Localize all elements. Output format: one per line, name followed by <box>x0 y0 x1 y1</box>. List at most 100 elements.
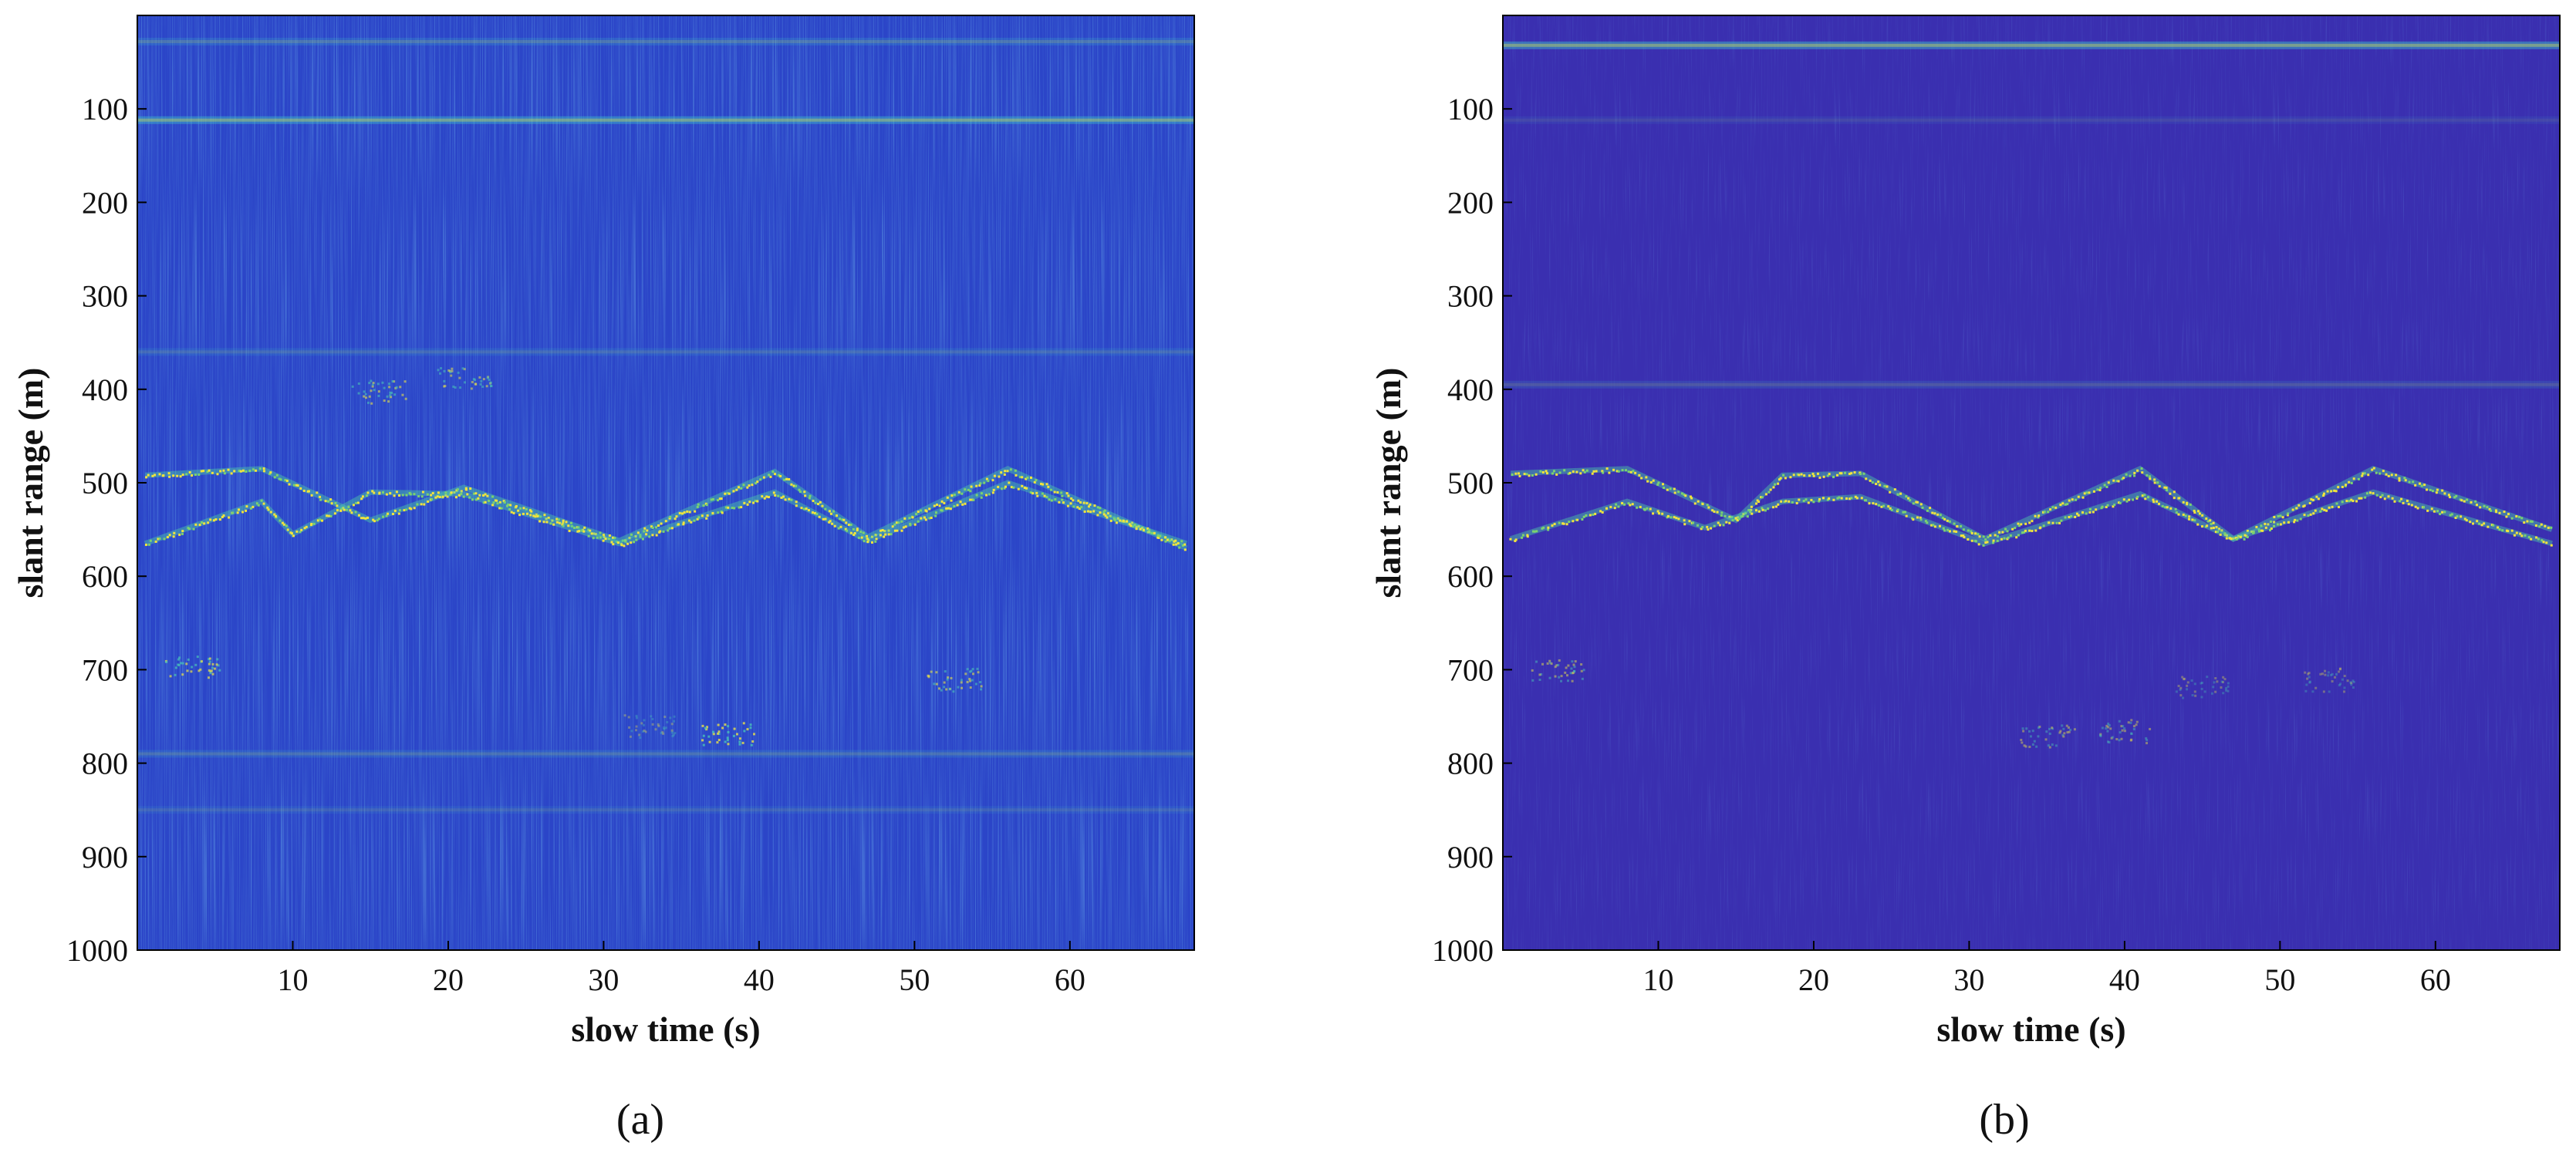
blob-speckle <box>635 714 638 717</box>
track-speckle <box>2455 494 2458 497</box>
blob-speckle <box>198 669 201 672</box>
track-speckle <box>800 507 803 510</box>
track-speckle <box>590 532 593 535</box>
blob-speckle <box>2179 694 2183 697</box>
track-speckle <box>2447 494 2450 497</box>
track-speckle <box>2341 486 2344 489</box>
track-speckle <box>2315 495 2318 498</box>
track-speckle <box>334 501 337 504</box>
track-speckle <box>2443 511 2446 514</box>
track-speckle <box>1531 474 1534 477</box>
track-speckle <box>302 489 306 492</box>
track-speckle <box>1697 500 1700 503</box>
track-speckle <box>471 498 474 501</box>
track-speckle <box>2149 475 2152 478</box>
track-speckle <box>752 501 755 504</box>
track-speckle <box>694 510 697 513</box>
track-speckle <box>2403 477 2406 480</box>
track-speckle <box>636 531 640 534</box>
blob-speckle <box>2322 690 2325 693</box>
blob-speckle <box>950 676 953 679</box>
track-speckle <box>1757 500 1761 504</box>
blob-speckle <box>451 367 454 370</box>
track-speckle <box>330 502 333 505</box>
track-speckle <box>772 491 775 494</box>
track-speckle <box>2420 484 2423 487</box>
track-speckle <box>746 486 749 489</box>
track-speckle <box>720 497 723 500</box>
track-speckle <box>2215 526 2218 529</box>
horizontal-band <box>1503 380 2560 389</box>
track-speckle <box>547 517 550 520</box>
track-speckle <box>1791 500 1794 504</box>
track-speckle <box>587 534 590 538</box>
track-speckle <box>1113 518 1116 521</box>
track-speckle <box>285 480 289 483</box>
blob-speckle <box>2130 719 2133 722</box>
track-speckle <box>181 474 184 477</box>
blob-speckle <box>2067 726 2070 729</box>
blob-speckle <box>217 664 220 667</box>
track-speckle <box>748 500 751 504</box>
track-speckle <box>1631 503 1634 506</box>
track-speckle <box>2341 500 2344 504</box>
track-speckle <box>1526 534 1529 537</box>
blob-speckle <box>450 374 453 377</box>
track-speckle <box>945 507 948 510</box>
track-speckle <box>562 519 565 522</box>
track-speckle <box>2422 506 2426 509</box>
blob-speckle <box>387 400 390 403</box>
track-speckle <box>147 474 150 477</box>
blob-speckle <box>2212 686 2215 689</box>
track-speckle <box>2326 490 2329 493</box>
blob-speckle <box>2099 734 2102 737</box>
blob-speckle <box>377 390 380 393</box>
track-speckle <box>1060 491 1063 494</box>
track-speckle <box>777 494 780 497</box>
blob-speckle <box>2130 733 2133 736</box>
track-speckle <box>241 511 245 514</box>
track-speckle <box>2048 521 2051 524</box>
track-speckle <box>765 495 768 498</box>
track-speckle <box>1724 514 1727 517</box>
track-speckle <box>2009 534 2012 537</box>
blob-speckle <box>2227 689 2230 693</box>
track-speckle <box>674 517 677 521</box>
blob-speckle <box>2338 668 2341 671</box>
track-speckle <box>1121 520 1124 523</box>
track-speckle <box>454 496 457 499</box>
track-speckle <box>1896 493 1899 496</box>
track-speckle <box>1634 471 1637 474</box>
blob-speckle <box>670 723 674 726</box>
track-speckle <box>519 507 522 510</box>
track-speckle <box>993 474 996 477</box>
blob-speckle <box>960 679 963 682</box>
track-speckle <box>735 488 738 491</box>
blob-speckle <box>2306 677 2309 680</box>
track-speckle <box>706 514 709 517</box>
track-speckle <box>596 536 599 539</box>
track-speckle <box>1854 495 1857 498</box>
blob-speckle <box>2123 727 2126 730</box>
x-tick-label: 50 <box>2264 962 2295 997</box>
blob-speckle <box>2123 730 2126 733</box>
track-speckle <box>1713 510 1716 513</box>
track-speckle <box>2273 521 2276 524</box>
blob-speckle <box>401 393 404 396</box>
blob-speckle <box>638 733 641 736</box>
blob-speckle <box>705 728 708 731</box>
track-speckle <box>1701 503 1704 506</box>
track-speckle <box>1053 490 1056 494</box>
blob-speckle <box>211 666 214 669</box>
blob-speckle <box>211 662 214 666</box>
blob-speckle <box>2343 690 2346 693</box>
track-speckle <box>762 476 765 479</box>
blob-speckle <box>388 386 391 389</box>
track-speckle <box>1992 539 1995 542</box>
track-speckle <box>808 497 811 500</box>
track-speckle <box>2169 492 2172 495</box>
blob-speckle <box>208 660 211 663</box>
track-speckle <box>2387 495 2390 498</box>
track-speckle <box>1865 499 1868 502</box>
track-speckle <box>565 521 568 524</box>
